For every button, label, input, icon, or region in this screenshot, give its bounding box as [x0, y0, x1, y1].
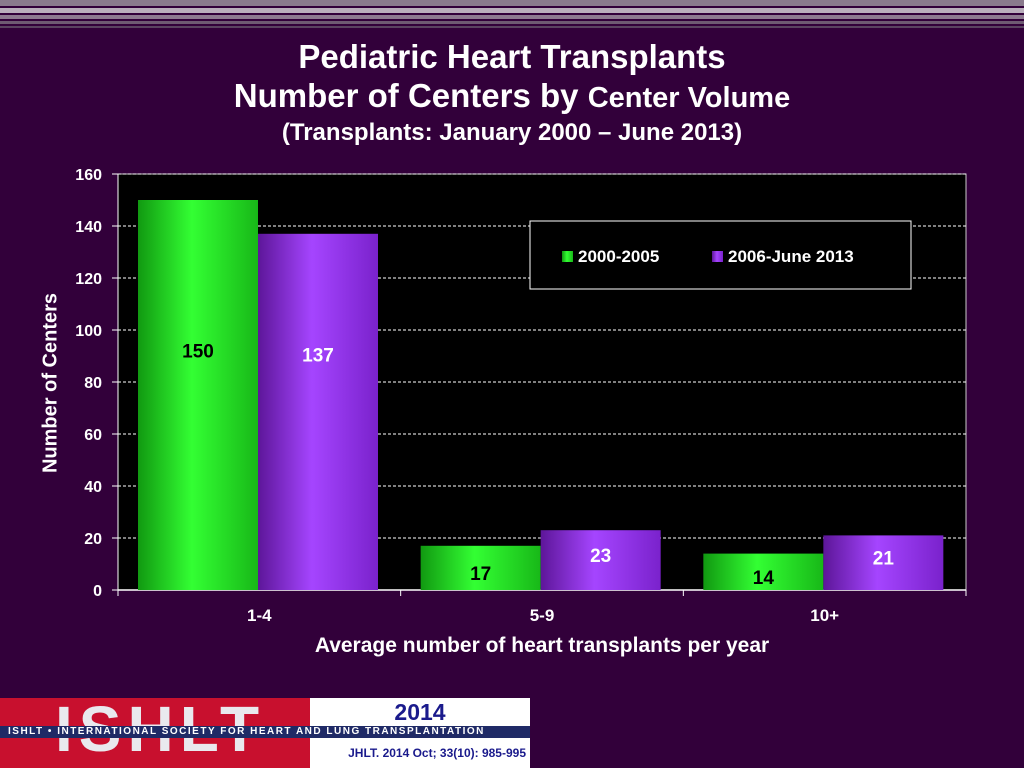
title-line-2a: Number of Centers by — [233, 77, 579, 114]
x-tick-label: 5-9 — [530, 606, 555, 625]
y-tick-label: 100 — [75, 323, 102, 340]
legend-swatch — [562, 251, 573, 262]
y-axis-label: Number of Centers — [39, 292, 62, 474]
legend-label: 2000-2005 — [578, 247, 659, 266]
y-tick-label: 20 — [84, 531, 102, 548]
y-tick-label: 60 — [84, 427, 102, 444]
data-label: 150 — [182, 342, 214, 363]
x-tick-label: 1-4 — [247, 606, 272, 625]
bar-series1 — [138, 200, 258, 590]
data-label: 17 — [470, 564, 491, 585]
title-line-2: Number of Centers by Center Volume — [0, 76, 1024, 118]
data-label: 14 — [753, 568, 775, 589]
y-tick-label: 160 — [75, 167, 102, 184]
x-axis-label: Average number of heart transplants per … — [314, 634, 770, 657]
y-tick-label: 80 — [84, 375, 102, 392]
slide-title: Pediatric Heart Transplants Number of Ce… — [0, 38, 1024, 148]
bar-series2 — [540, 530, 661, 590]
legend-label: 2006-June 2013 — [728, 247, 854, 266]
bar-chart: 0 20 40 60 80 100 120 140 160 1-4 150 137 5-9 17 23 10+… — [75, 167, 967, 625]
bar-series2 — [258, 233, 378, 591]
y-tick-label: 140 — [75, 219, 102, 236]
bar-series1 — [420, 545, 541, 590]
logo-band-text: ISHLT • INTERNATIONAL SOCIETY FOR HEART … — [0, 726, 530, 738]
title-line-2b: Center Volume — [587, 82, 791, 114]
bar-series2 — [823, 535, 944, 590]
legend-swatch — [712, 251, 723, 262]
ishlt-logo: ISHLT 2014 ISHLT • INTERNATIONAL SOCIETY… — [0, 693, 530, 768]
citation: JHLT. 2014 Oct; 33(10): 985-995 — [310, 738, 530, 768]
title-line-3: (Transplants: January 2000 – June 2013) — [281, 119, 743, 146]
y-tick-label: 120 — [75, 271, 102, 288]
bar-series1 — [703, 553, 824, 590]
y-tick-label: 0 — [93, 583, 102, 600]
y-tick-label: 40 — [84, 479, 102, 496]
title-line-1: Pediatric Heart Transplants — [298, 38, 726, 75]
data-label: 23 — [590, 546, 611, 567]
data-label: 21 — [873, 549, 895, 570]
logo-year: 2014 — [310, 698, 530, 726]
header-stripes — [0, 0, 1024, 36]
data-label: 137 — [302, 345, 334, 366]
x-tick-label: 10+ — [810, 606, 839, 625]
